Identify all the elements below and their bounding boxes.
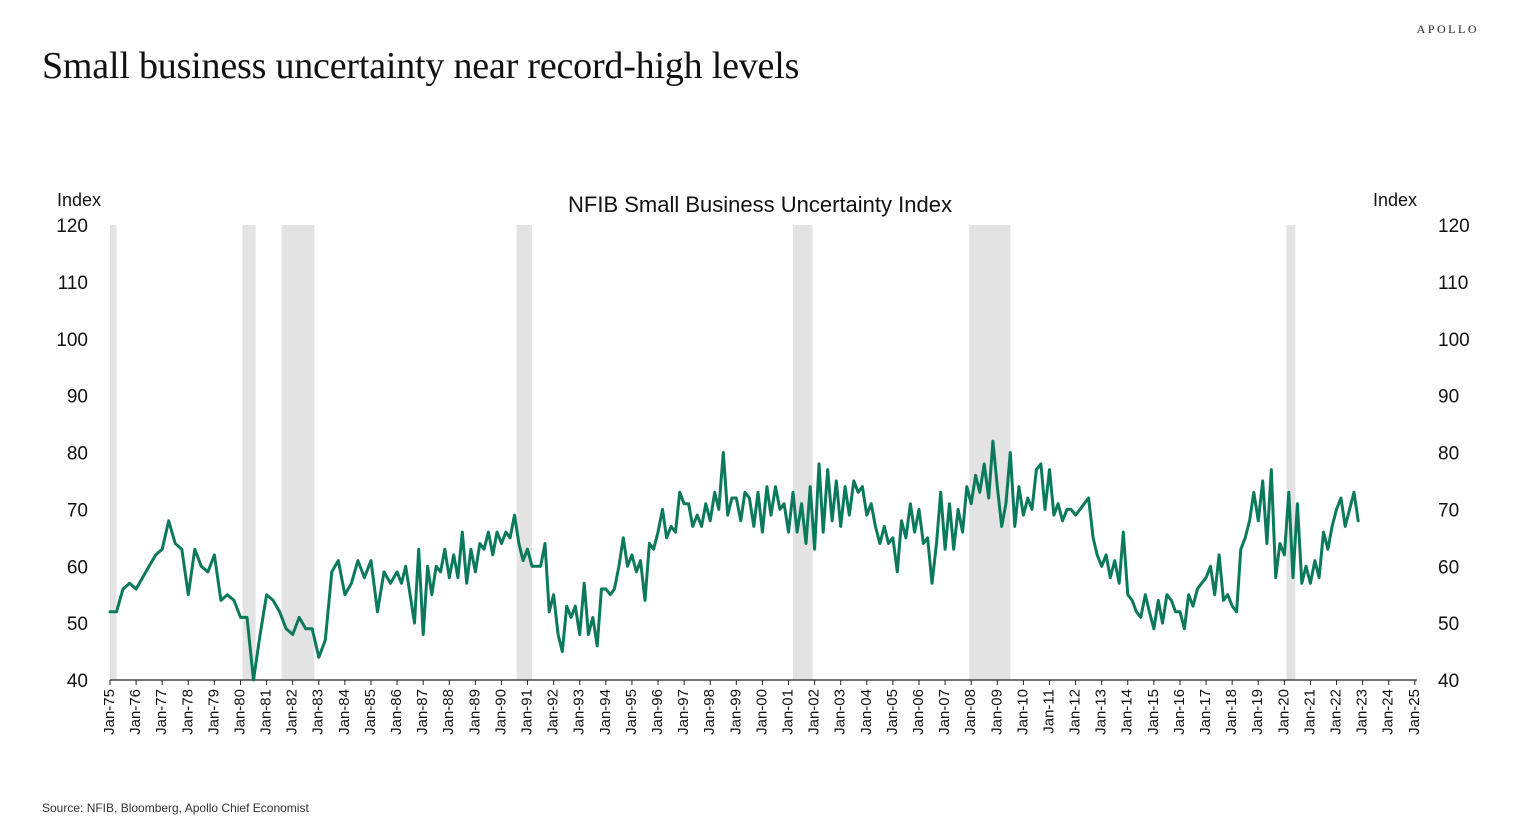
y-tick-label-right: 100 (1438, 330, 1470, 351)
recession-band-0 (110, 225, 117, 680)
x-tick-label: Jan-87 (414, 689, 431, 735)
x-tick-label: Jan-93 (571, 689, 588, 735)
x-tick-label: Jan-12 (1067, 689, 1084, 735)
y-tick-label-right: 90 (1438, 387, 1459, 408)
x-tick-label: Jan-08 (962, 689, 979, 735)
y-tick-label-right: 120 (1438, 216, 1470, 237)
x-tick-label: Jan-89 (466, 689, 483, 735)
y-tick-label-right: 40 (1438, 671, 1459, 692)
uncertainty-index-chart: NFIB Small Business Uncertainty Index In… (56, 190, 1469, 735)
x-tick-label: Jan-84 (336, 689, 353, 735)
y-axis-label-right: Index (1373, 190, 1417, 210)
x-tick-label: Jan-01 (779, 689, 796, 735)
chart-title: NFIB Small Business Uncertainty Index (568, 192, 952, 217)
x-tick-label: Jan-96 (649, 689, 666, 735)
apollo-logo: APOLLO (1416, 22, 1479, 36)
x-tick-label: Jan-79 (205, 689, 222, 735)
x-tick-label: Jan-07 (936, 689, 953, 735)
y-tick-label-left: 80 (67, 444, 88, 465)
x-tick-label: Jan-09 (988, 689, 1005, 735)
page-title: Small business uncertainty near record-h… (42, 45, 800, 87)
x-tick-label: Jan-83 (310, 689, 327, 735)
x-tick-label: Jan-04 (858, 689, 875, 735)
y-axis-ticks: 40 40 50 50 60 60 70 70 80 80 90 90 100 100 110 110 120 1… (56, 216, 1469, 692)
x-tick-label: Jan-22 (1328, 689, 1345, 735)
recession-band-3 (516, 225, 532, 680)
y-tick-label-left: 70 (67, 500, 88, 521)
x-tick-label: Jan-23 (1354, 689, 1371, 735)
x-tick-label: Jan-11 (1040, 689, 1057, 734)
y-tick-label-left: 90 (67, 387, 88, 408)
x-tick-label: Jan-81 (258, 689, 275, 735)
x-tick-label: Jan-99 (727, 689, 744, 735)
x-tick-label: Jan-00 (753, 689, 770, 735)
x-tick-label: Jan-90 (492, 689, 509, 735)
x-tick-label: Jan-75 (101, 689, 118, 735)
x-tick-label: Jan-92 (545, 689, 562, 735)
x-tick-label: Jan-94 (597, 689, 614, 735)
x-tick-label: Jan-82 (284, 689, 301, 735)
x-tick-label: Jan-77 (153, 689, 170, 735)
x-tick-label: Jan-06 (910, 689, 927, 735)
series-line (108, 439, 1360, 682)
x-tick-label: Jan-10 (1014, 689, 1031, 735)
x-tick-label: Jan-14 (1119, 689, 1136, 735)
recession-bands (110, 225, 1296, 680)
x-tick-label: Jan-15 (1145, 689, 1162, 735)
x-tick-label: Jan-13 (1093, 689, 1110, 735)
x-tick-label: Jan-98 (701, 689, 718, 735)
recession-band-2 (281, 225, 315, 680)
recession-band-4 (792, 225, 813, 680)
x-tick-label: Jan-03 (832, 689, 849, 735)
recession-band-6 (1286, 225, 1296, 680)
y-tick-label-left: 120 (56, 216, 88, 237)
x-tick-label: Jan-20 (1275, 689, 1292, 735)
x-tick-label: Jan-21 (1301, 689, 1318, 735)
x-tick-label: Jan-76 (127, 689, 144, 735)
x-tick-label: Jan-18 (1223, 689, 1240, 735)
y-tick-label-left: 50 (67, 614, 88, 635)
x-tick-label: Jan-97 (675, 689, 692, 735)
y-tick-label-left: 60 (67, 557, 88, 578)
x-tick-label: Jan-85 (362, 689, 379, 735)
y-tick-label-right: 80 (1438, 444, 1459, 465)
y-tick-label-left: 40 (67, 671, 88, 692)
source-note: Source: NFIB, Bloomberg, Apollo Chief Ec… (42, 801, 309, 815)
recession-band-5 (969, 225, 1011, 680)
x-tick-label: Jan-19 (1249, 689, 1266, 735)
y-tick-label-right: 110 (1438, 273, 1468, 294)
y-tick-label-left: 100 (56, 330, 88, 351)
y-axis-label-left: Index (57, 190, 101, 210)
recession-band-1 (242, 225, 256, 680)
x-tick-label: Jan-80 (231, 689, 248, 735)
y-tick-label-left: 110 (58, 273, 88, 294)
x-tick-label: Jan-25 (1406, 689, 1423, 735)
x-axis: Jan-75 Jan-76 Jan-77 Jan-78 Jan-79 Jan-80 Jan-… (101, 679, 1423, 735)
x-tick-label: Jan-78 (179, 689, 196, 735)
x-tick-label: Jan-88 (440, 689, 457, 735)
x-tick-label: Jan-02 (806, 689, 823, 735)
y-tick-label-right: 70 (1438, 500, 1459, 521)
x-tick-label: Jan-91 (519, 689, 536, 735)
x-tick-label: Jan-95 (623, 689, 640, 735)
x-tick-label: Jan-86 (388, 689, 405, 735)
x-tick-label: Jan-24 (1380, 689, 1397, 735)
x-tick-label: Jan-16 (1171, 689, 1188, 735)
x-tick-label: Jan-17 (1197, 689, 1214, 735)
y-tick-label-right: 60 (1438, 557, 1459, 578)
y-tick-label-right: 50 (1438, 614, 1459, 635)
x-tick-label: Jan-05 (884, 689, 901, 735)
